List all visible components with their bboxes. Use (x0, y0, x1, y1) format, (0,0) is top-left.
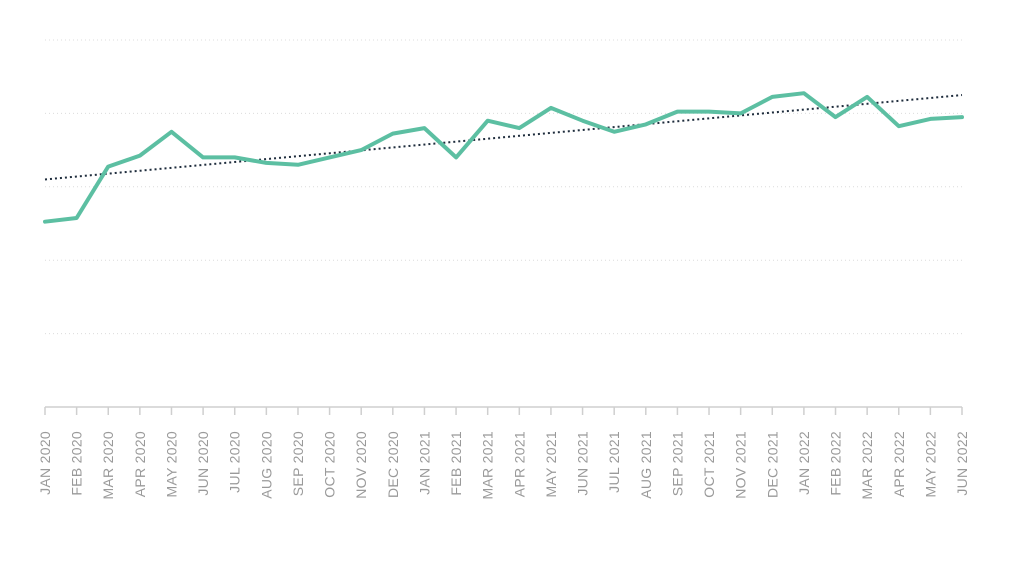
series-line (43, 91, 964, 224)
x-tick-label: JAN 2022 (796, 431, 812, 495)
x-tick-label: FEB 2022 (828, 431, 844, 496)
x-tick-label: JUL 2021 (606, 431, 622, 493)
x-tick-label: MAY 2022 (922, 431, 938, 497)
trendline (44, 94, 963, 181)
x-tick-label: SEP 2020 (290, 431, 306, 496)
x-tick-label: JAN 2021 (416, 431, 432, 495)
x-tick-label: MAR 2022 (859, 431, 875, 500)
series-group (43, 91, 964, 224)
x-tick-label: MAY 2020 (163, 431, 179, 497)
x-tick-label: OCT 2020 (322, 431, 338, 498)
x-tick-label: APR 2020 (132, 431, 148, 497)
x-axis: JAN 2020 FEB 2020 MAR 2020 APR 2020 MAY 2020… (37, 406, 970, 500)
x-tick-label: AUG 2020 (258, 431, 274, 499)
x-tick-label: NOV 2021 (733, 431, 749, 499)
x-tick-label: MAR 2021 (480, 431, 496, 500)
x-tick-label: JAN 2020 (37, 431, 53, 495)
trendline-group (44, 94, 963, 181)
x-tick-label: JUL 2020 (227, 431, 243, 493)
x-tick-label: DEC 2021 (764, 431, 780, 498)
x-tick-label: FEB 2021 (448, 431, 464, 496)
x-tick-label: APR 2022 (891, 431, 907, 497)
x-tick-label: OCT 2021 (701, 431, 717, 498)
x-tick-label: FEB 2020 (69, 431, 85, 496)
x-tick-label: APR 2021 (511, 431, 527, 497)
x-tick-label: AUG 2021 (638, 431, 654, 499)
x-tick-label: NOV 2020 (353, 431, 369, 499)
x-tick-label: MAY 2021 (543, 431, 559, 497)
x-tick-label: JUN 2020 (195, 431, 211, 496)
x-tick-label: DEC 2020 (385, 431, 401, 498)
x-tick-label: MAR 2020 (100, 431, 116, 500)
x-tick-label: SEP 2021 (669, 431, 685, 496)
x-tick-label: JUN 2022 (954, 431, 970, 496)
gridlines (45, 39, 962, 335)
x-tick-label: JUN 2021 (575, 431, 591, 496)
